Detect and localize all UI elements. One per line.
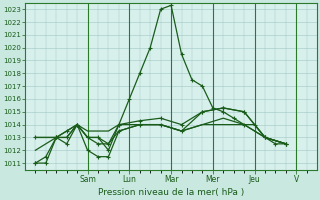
X-axis label: Pression niveau de la mer( hPa ): Pression niveau de la mer( hPa ) bbox=[98, 188, 244, 197]
